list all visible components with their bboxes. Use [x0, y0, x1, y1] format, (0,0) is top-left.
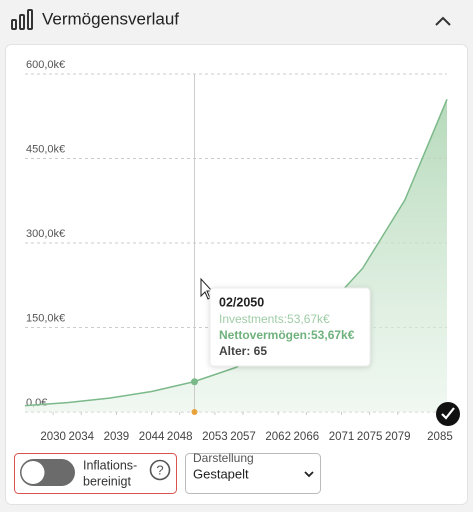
toggle-knob [21, 461, 45, 484]
help-text: ? [156, 462, 163, 477]
x-tick-label: 2085 [427, 431, 453, 443]
tooltip-box [209, 287, 371, 367]
help-icon[interactable] [149, 459, 171, 481]
x-tick-label: 2079 [385, 431, 411, 443]
tooltip: 02/2050 Investments:53,67k€ Nettovermögen:… [209, 287, 371, 367]
done-badge[interactable] [436, 402, 460, 426]
toggle-label: bereinigt [83, 474, 131, 488]
select-value: Gestapelt [193, 466, 249, 481]
hover-point [191, 378, 199, 386]
select-label: Darstellung [193, 451, 254, 465]
select-chevron [304, 471, 314, 478]
x-tick-label: 2075 [357, 431, 383, 443]
y-tick-label: 600,0k€ [26, 59, 65, 71]
x-tick-label: 2030 [40, 431, 66, 443]
x-tick-label: 2066 [294, 431, 320, 443]
view-select[interactable]: Darstellung Gestapelt [185, 451, 321, 494]
chart-icon [11, 9, 33, 30]
tooltip-investments: Investments:53,67k€ [219, 312, 330, 326]
hover-base-point [191, 409, 198, 415]
section-title: Vermögensverlauf [42, 9, 179, 28]
area-line [24, 99, 448, 407]
y-tick-label: 450,0k€ [26, 143, 65, 155]
header[interactable]: Vermögensverlauf [11, 9, 451, 30]
x-tick-label: 2057 [230, 431, 256, 443]
tooltip-net: Nettovermögen:53,67k€ [219, 328, 355, 342]
toggle-label: Inflations- [83, 458, 137, 472]
y-tick-label: 150,0k€ [26, 312, 65, 324]
x-tick-label: 2034 [68, 431, 94, 443]
x-tick-label: 2044 [139, 431, 165, 443]
x-tick-label: 2048 [167, 431, 193, 443]
x-tick-label: 2053 [202, 431, 228, 443]
tooltip-title: 02/2050 [219, 295, 264, 309]
y-tick-label: 300,0k€ [26, 228, 65, 240]
inflation-toggle-box: Inflations- bereinigt ? [14, 453, 177, 494]
x-tick-label: 2071 [329, 431, 355, 443]
tooltip-age: Alter: 65 [219, 344, 267, 358]
x-tick-label: 2062 [265, 431, 291, 443]
plot: 0,0€150,0k€300,0k€450,0k€600,0k€2030 2034… [24, 59, 453, 443]
collapse-chevron[interactable] [435, 16, 451, 26]
x-tick-label: 2039 [104, 431, 130, 443]
